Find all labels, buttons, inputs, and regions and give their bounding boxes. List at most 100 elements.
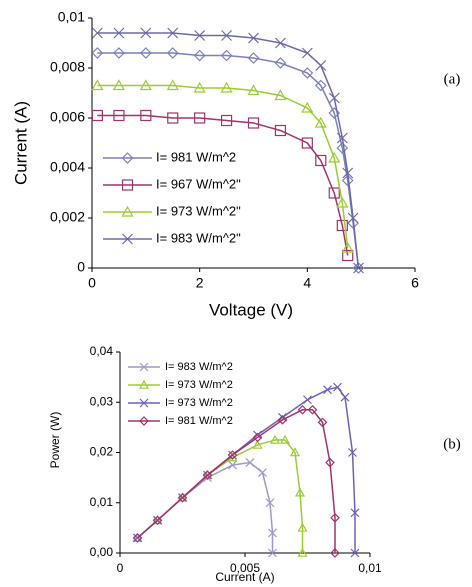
marker: [336, 132, 348, 144]
marker: [278, 412, 287, 422]
marker: [220, 114, 233, 127]
marker: [245, 458, 255, 467]
marker: [317, 417, 328, 428]
marker: [121, 205, 134, 217]
x-tick-label: 2: [196, 275, 204, 291]
marker: [330, 548, 340, 558]
marker: [177, 492, 188, 503]
marker: [247, 117, 260, 129]
marker: [341, 174, 354, 187]
marker: [289, 447, 301, 457]
marker: [274, 57, 287, 69]
marker: [122, 233, 133, 245]
series-line: [137, 386, 356, 553]
marker: [91, 27, 103, 39]
marker: [307, 404, 318, 415]
marker: [336, 219, 348, 232]
marker: [193, 81, 206, 93]
marker: [297, 547, 308, 557]
marker: [340, 392, 350, 402]
marker: [91, 109, 103, 122]
x-axis-title: Voltage (V): [209, 300, 293, 319]
y-tick-label: 0,02: [90, 445, 114, 459]
marker: [113, 47, 125, 59]
marker: [277, 414, 288, 425]
marker: [315, 60, 327, 71]
marker: [350, 548, 360, 558]
marker: [323, 385, 332, 395]
marker: [247, 84, 260, 96]
series-line: [137, 439, 304, 553]
marker: [166, 79, 179, 91]
marker: [220, 81, 233, 93]
marker: [194, 30, 206, 41]
marker: [265, 498, 275, 508]
y-tick-label: 0,002: [50, 209, 85, 225]
marker: [315, 154, 327, 167]
legend-label: I= 973 W/m^2": [156, 203, 241, 218]
marker: [166, 47, 179, 59]
marker: [274, 124, 287, 137]
x-tick-label: 0,01: [358, 561, 382, 575]
marker: [314, 79, 327, 92]
marker: [139, 398, 149, 408]
y-tick-label: 0,04: [90, 344, 114, 358]
y-tick-label: 0,006: [50, 109, 85, 125]
marker: [121, 179, 134, 191]
panel-label: (b): [443, 436, 461, 452]
marker: [139, 79, 152, 91]
series-line: [97, 84, 349, 249]
marker: [342, 249, 354, 262]
marker: [352, 262, 365, 274]
y-tick-label: 0,00: [90, 545, 114, 559]
series-line: [97, 114, 349, 256]
marker: [301, 47, 313, 59]
y-tick-label: 0,01: [90, 495, 114, 509]
marker: [294, 487, 306, 497]
x-tick-label: 6: [411, 275, 419, 291]
y-tick-label: 0,01: [58, 9, 85, 25]
marker: [194, 112, 206, 124]
marker: [258, 468, 267, 478]
marker: [269, 434, 281, 444]
marker: [297, 404, 308, 415]
marker: [348, 448, 357, 457]
marker: [268, 548, 277, 558]
marker: [193, 49, 206, 62]
legend-label: I= 981 W/m^2: [165, 415, 233, 427]
marker: [274, 89, 287, 101]
marker: [314, 116, 327, 128]
marker: [252, 439, 263, 449]
marker: [113, 109, 125, 122]
marker: [341, 241, 354, 253]
marker: [301, 137, 313, 149]
marker: [247, 52, 260, 64]
marker: [347, 212, 359, 224]
x-tick-label: 4: [303, 275, 311, 291]
marker: [336, 142, 349, 154]
x-tick-label: 0,005: [230, 561, 260, 575]
marker: [353, 262, 364, 274]
marker: [325, 457, 335, 468]
marker: [221, 30, 233, 41]
marker: [336, 196, 349, 208]
marker: [268, 528, 277, 538]
legend-label: I= 973 W/m^2: [165, 397, 233, 409]
marker: [113, 27, 125, 39]
marker: [202, 470, 213, 480]
x-tick-label: 0: [88, 275, 96, 291]
marker: [350, 508, 360, 518]
marker: [279, 434, 291, 444]
y-tick-label: 0,004: [50, 159, 85, 175]
legend-label: I= 981 W/m^2: [156, 149, 236, 164]
marker: [167, 112, 179, 124]
legend-label: I= 967 W/m^2": [156, 176, 241, 191]
x-axis-title: Current (A): [215, 570, 274, 584]
panel-label: (a): [444, 71, 461, 87]
marker: [91, 47, 104, 59]
y-tick-label: 0: [77, 259, 85, 275]
marker: [121, 152, 134, 164]
marker: [303, 395, 312, 405]
marker: [328, 187, 340, 199]
